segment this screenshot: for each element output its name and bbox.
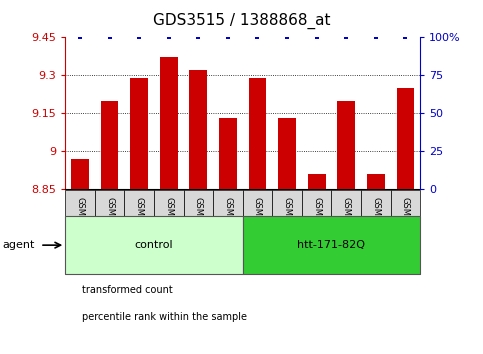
Bar xyxy=(242,216,420,274)
Point xyxy=(313,34,321,40)
Bar xyxy=(242,190,272,274)
Text: GSM313586: GSM313586 xyxy=(342,197,351,248)
Text: GSM313582: GSM313582 xyxy=(224,197,232,248)
Point xyxy=(342,34,350,40)
Point xyxy=(135,34,143,40)
Text: transformed count: transformed count xyxy=(82,285,173,295)
Bar xyxy=(367,174,384,189)
Text: GSM313579: GSM313579 xyxy=(135,197,143,248)
Bar xyxy=(95,190,125,274)
Bar xyxy=(125,190,154,274)
Text: GSM313588: GSM313588 xyxy=(401,197,410,248)
Text: GSM313584: GSM313584 xyxy=(283,197,292,248)
Point xyxy=(224,34,232,40)
Bar xyxy=(302,190,331,274)
Bar xyxy=(71,159,89,189)
Bar xyxy=(65,216,242,274)
Bar xyxy=(361,190,391,274)
Text: agent: agent xyxy=(2,240,35,250)
Text: GSM313578: GSM313578 xyxy=(105,197,114,248)
Bar xyxy=(184,190,213,274)
Text: GSM313585: GSM313585 xyxy=(312,197,321,248)
Bar xyxy=(130,78,148,189)
Bar xyxy=(101,101,118,189)
Text: GSM313577: GSM313577 xyxy=(75,197,85,248)
Bar xyxy=(272,190,302,274)
Bar xyxy=(189,70,207,189)
Text: GSM313587: GSM313587 xyxy=(371,197,380,248)
Bar xyxy=(154,190,184,274)
Text: GSM313583: GSM313583 xyxy=(253,197,262,248)
Text: GSM313581: GSM313581 xyxy=(194,197,203,248)
Point xyxy=(254,34,261,40)
Bar xyxy=(391,190,420,274)
Text: percentile rank within the sample: percentile rank within the sample xyxy=(82,312,247,322)
Bar xyxy=(65,190,95,274)
Bar xyxy=(337,101,355,189)
Point xyxy=(165,34,172,40)
Point xyxy=(283,34,291,40)
Text: GDS3515 / 1388868_at: GDS3515 / 1388868_at xyxy=(153,12,330,29)
Bar xyxy=(249,78,267,189)
Point xyxy=(195,34,202,40)
Bar xyxy=(397,88,414,189)
Point xyxy=(401,34,409,40)
Text: GSM313580: GSM313580 xyxy=(164,197,173,248)
Point xyxy=(372,34,380,40)
Text: control: control xyxy=(135,240,173,250)
Bar xyxy=(160,57,178,189)
Bar xyxy=(219,118,237,189)
Point xyxy=(76,34,84,40)
Text: htt-171-82Q: htt-171-82Q xyxy=(298,240,366,250)
Bar xyxy=(308,174,326,189)
Point xyxy=(106,34,114,40)
Bar xyxy=(331,190,361,274)
Bar xyxy=(213,190,242,274)
Bar xyxy=(278,118,296,189)
